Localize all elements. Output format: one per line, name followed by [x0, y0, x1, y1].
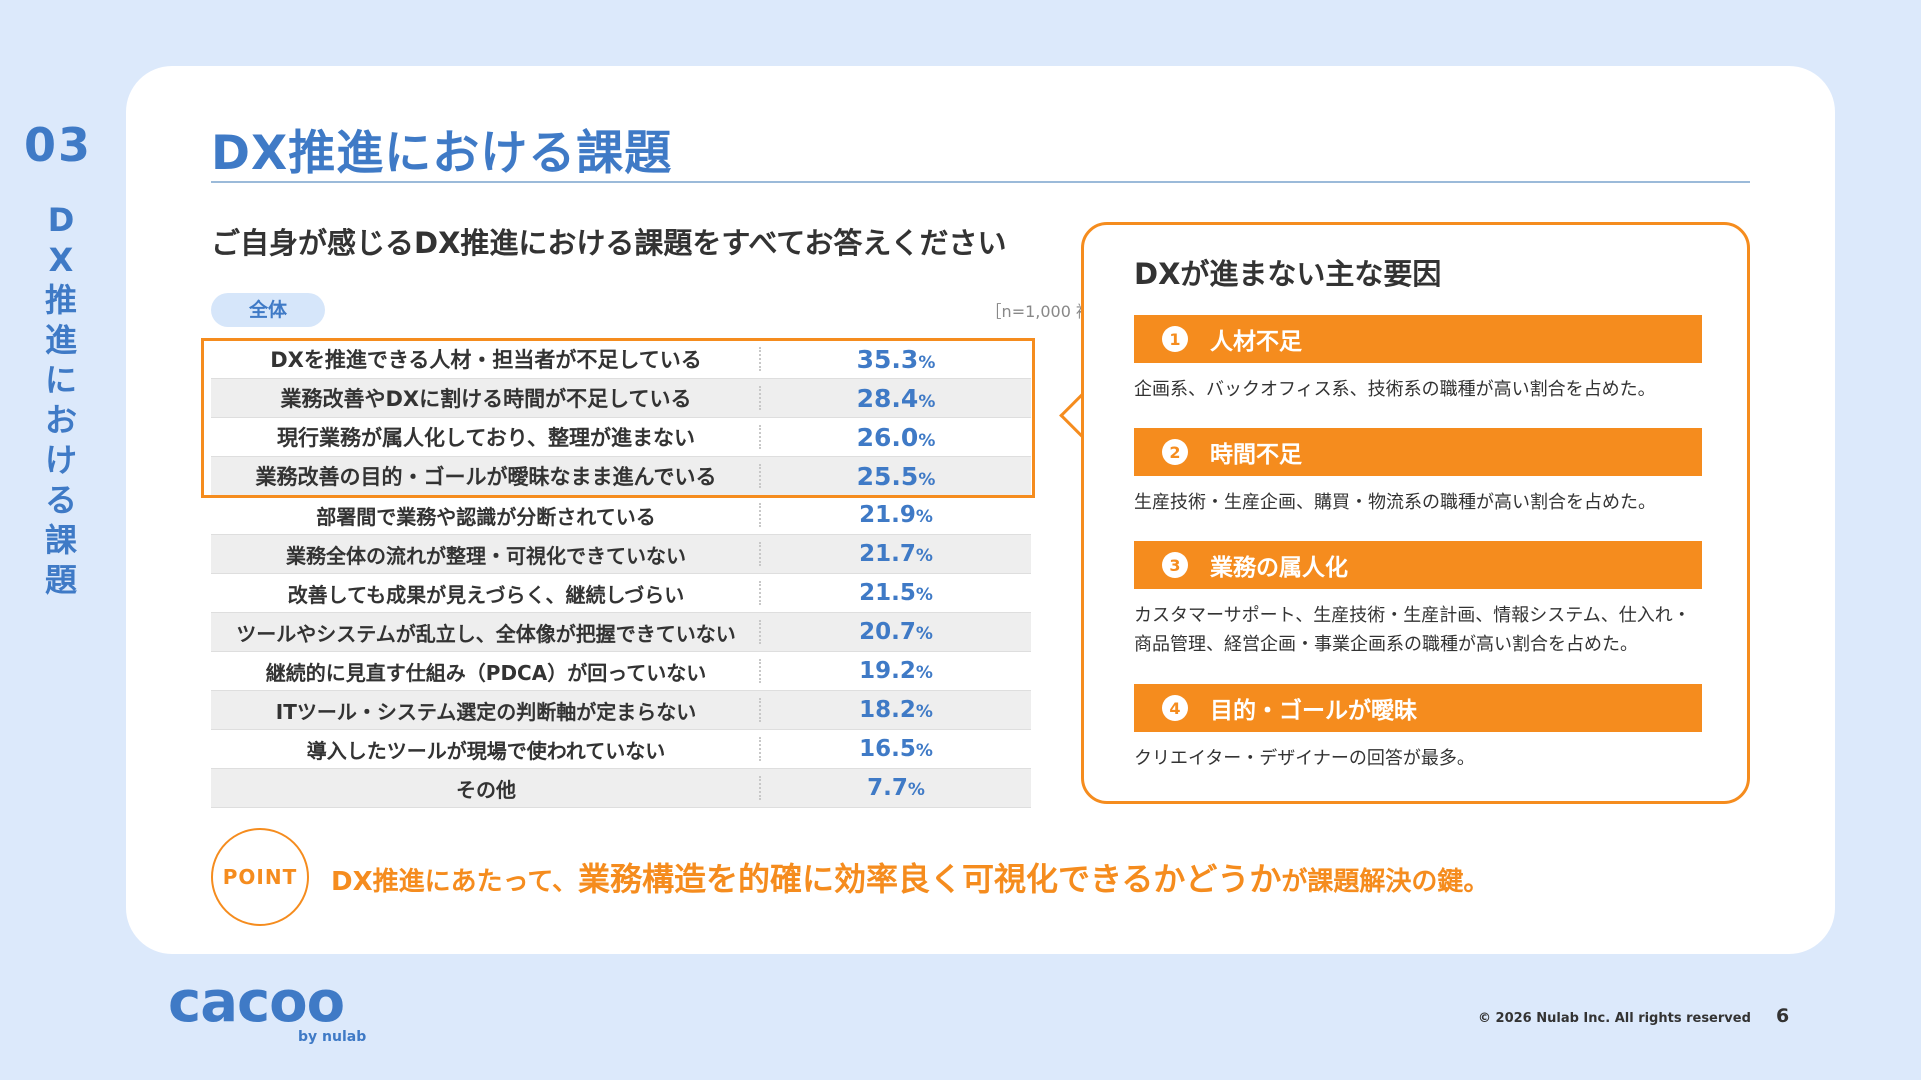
table-row: DXを推進できる人材・担当者が不足している 35.3% — [211, 340, 1031, 379]
table-row: その他 7.7% — [211, 769, 1031, 808]
factor-item: 4 目的・ゴールが曖昧 クリエイター・デザイナーの回答が最多。 — [1134, 684, 1702, 773]
table-row: 業務全体の流れが整理・可視化できていない 21.7% — [211, 535, 1031, 574]
factor-label: 人材不足 — [1210, 329, 1302, 355]
row-label: 業務全体の流れが整理・可視化できていない — [286, 543, 686, 568]
factor-number-icon: 1 — [1162, 326, 1188, 352]
row-label: 改善しても成果が見えづらく、継続しづらい — [287, 582, 685, 607]
row-value: 35.3% — [856, 344, 936, 374]
row-value: 21.7% — [859, 541, 933, 567]
table-row: ITツール・システム選定の判断軸が定まらない 18.2% — [211, 691, 1031, 730]
factor-label: 時間不足 — [1210, 442, 1302, 468]
row-label: 部署間で業務や認識が分断されている — [316, 504, 656, 529]
factor-item: 3 業務の属人化 カスタマーサポート、生産技術・生産計画、情報システム、仕入れ・… — [1134, 541, 1702, 659]
table-row: ツールやシステムが乱立し、全体像が把握できていない 20.7% — [211, 613, 1031, 652]
factor-description: カスタマーサポート、生産技術・生産計画、情報システム、仕入れ・商品管理、経営企画… — [1134, 605, 1691, 655]
row-label: 継続的に見直す仕組み（PDCA）が回っていない — [265, 660, 707, 685]
factors-callout: DXが進まない主な要因 1 人材不足 企画系、バックオフィス系、技術系の職種が高… — [1081, 222, 1750, 804]
copyright-text: © 2026 Nulab Inc. All rights reserved — [1478, 1011, 1751, 1026]
top4-highlight-frame — [201, 338, 1035, 498]
row-value: 20.7% — [859, 619, 933, 645]
row-label: ツールやシステムが乱立し、全体像が把握できていない — [236, 621, 736, 646]
segment-badge: 全体 — [211, 293, 325, 327]
row-label: 業務改善やDXに割ける時間が不足している — [280, 387, 692, 411]
row-value: 26.0% — [856, 422, 936, 452]
survey-table: DXを推進できる人材・担当者が不足している 35.3% 業務改善やDXに割ける時… — [211, 340, 1031, 808]
section-side-label: DX推進における課題 — [44, 201, 77, 599]
point-message: DX推進にあたって、業務構造を的確に効率良く可視化できるかどうかが課題解決の鍵。 — [331, 860, 1490, 898]
row-label: 現行業務が属人化しており、整理が進まない — [277, 426, 695, 450]
row-value: 19.2% — [859, 658, 933, 684]
factor-description: 企画系、バックオフィス系、技術系の職種が高い割合を占めた。 — [1134, 379, 1656, 400]
point-badge: POINT — [211, 828, 309, 926]
factor-header: 1 人材不足 — [1134, 315, 1702, 363]
section-number: 03 — [24, 118, 93, 172]
page-number: 6 — [1776, 1005, 1790, 1027]
row-label: その他 — [456, 777, 516, 802]
row-value: 25.5% — [856, 461, 936, 491]
table-row: 業務改善やDXに割ける時間が不足している 28.4% — [211, 379, 1031, 418]
factor-description: 生産技術・生産企画、購買・物流系の職種が高い割合を占めた。 — [1134, 492, 1656, 513]
factor-label: 業務の属人化 — [1210, 555, 1348, 581]
content-card: DX推進における課題 ご自身が感じるDX推進における課題をすべてお答えください … — [126, 66, 1835, 954]
factor-item: 1 人材不足 企画系、バックオフィス系、技術系の職種が高い割合を占めた。 — [1134, 315, 1702, 404]
row-value: 18.2% — [859, 697, 933, 723]
table-row: 業務改善の目的・ゴールが曖昧なまま進んでいる 25.5% — [211, 457, 1031, 496]
row-label: 導入したツールが現場で使われていない — [306, 738, 666, 763]
row-value: 28.4% — [856, 383, 936, 413]
factor-number-icon: 3 — [1162, 552, 1188, 578]
factor-header: 2 時間不足 — [1134, 428, 1702, 476]
table-row: 部署間で業務や認識が分断されている 21.9% — [211, 496, 1031, 535]
row-value: 21.9% — [859, 502, 933, 528]
factors-title: DXが進まない主な要因 — [1134, 257, 1442, 291]
table-row: 改善しても成果が見えづらく、継続しづらい 21.5% — [211, 574, 1031, 613]
table-row: 現行業務が属人化しており、整理が進まない 26.0% — [211, 418, 1031, 457]
factor-number-icon: 4 — [1162, 695, 1188, 721]
factor-item: 2 時間不足 生産技術・生産企画、購買・物流系の職種が高い割合を占めた。 — [1134, 428, 1702, 517]
page-title: DX推進における課題 — [211, 126, 673, 181]
row-value: 16.5% — [859, 736, 933, 762]
factor-header: 3 業務の属人化 — [1134, 541, 1702, 589]
title-divider — [211, 181, 1750, 183]
cacoo-logo: cacoo by nulab — [168, 970, 367, 1046]
survey-question: ご自身が感じるDX推進における課題をすべてお答えください — [211, 226, 1007, 260]
factor-header: 4 目的・ゴールが曖昧 — [1134, 684, 1702, 732]
table-row: 導入したツールが現場で使われていない 16.5% — [211, 730, 1031, 769]
row-label: 業務改善の目的・ゴールが曖昧なまま進んでいる — [255, 465, 717, 489]
row-label: DXを推進できる人材・担当者が不足している — [270, 348, 702, 372]
table-row: 継続的に見直す仕組み（PDCA）が回っていない 19.2% — [211, 652, 1031, 691]
row-value: 7.7% — [867, 775, 925, 801]
row-label: ITツール・システム選定の判断軸が定まらない — [275, 699, 697, 724]
factor-label: 目的・ゴールが曖昧 — [1210, 698, 1417, 724]
factor-description: クリエイター・デザイナーの回答が最多。 — [1134, 748, 1475, 769]
row-value: 21.5% — [859, 580, 933, 606]
factor-number-icon: 2 — [1162, 439, 1188, 465]
